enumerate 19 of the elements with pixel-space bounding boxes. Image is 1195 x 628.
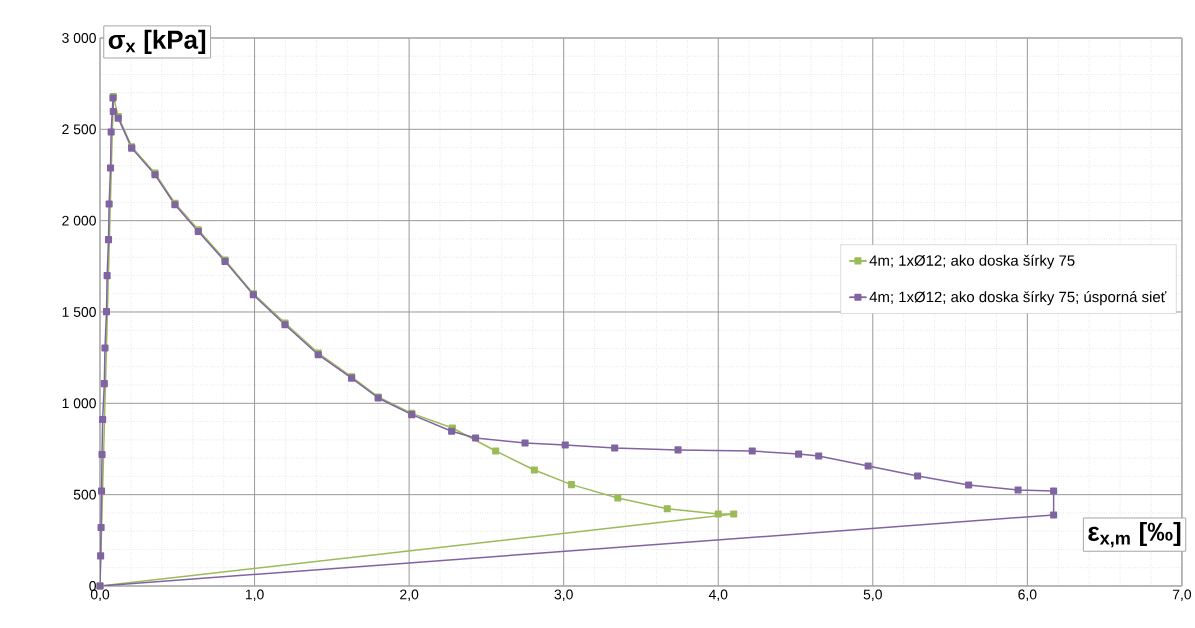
x-tick-label: 5,0: [863, 589, 882, 602]
y-axis-title: σ$_{x}$ [kPa]: [108, 29, 206, 55]
x-tick-label: 0,0: [90, 589, 110, 602]
y-tick-label: 0: [89, 581, 96, 591]
x-tick-label: 3,0: [554, 589, 573, 602]
y-tick-label: 3 000: [62, 33, 96, 43]
x-axis-title: ε$_{x,m}$ [‰]: [1088, 521, 1181, 548]
y-tick-label: 1 500: [62, 307, 96, 317]
y-tick-label: 2 500: [62, 124, 96, 135]
y-tick-label: 500: [73, 489, 96, 500]
y-tick-label: 2 000: [62, 215, 96, 226]
legend-label: 4m; 1xØ12; ako doska šírky 75: [869, 254, 1075, 269]
legend-label: 4m; 1xØ12; ako doska šírky 75; úsporná sieť: [869, 291, 1167, 306]
x-tick-label: 4,0: [708, 589, 728, 602]
x-tick-label: 1,0: [245, 589, 264, 602]
x-tick-label: 6,0: [1018, 589, 1037, 602]
y-tick-label: 1 000: [62, 398, 96, 409]
x-tick-label: 7,0: [1172, 589, 1192, 602]
x-tick-label: 2,0: [400, 589, 419, 602]
